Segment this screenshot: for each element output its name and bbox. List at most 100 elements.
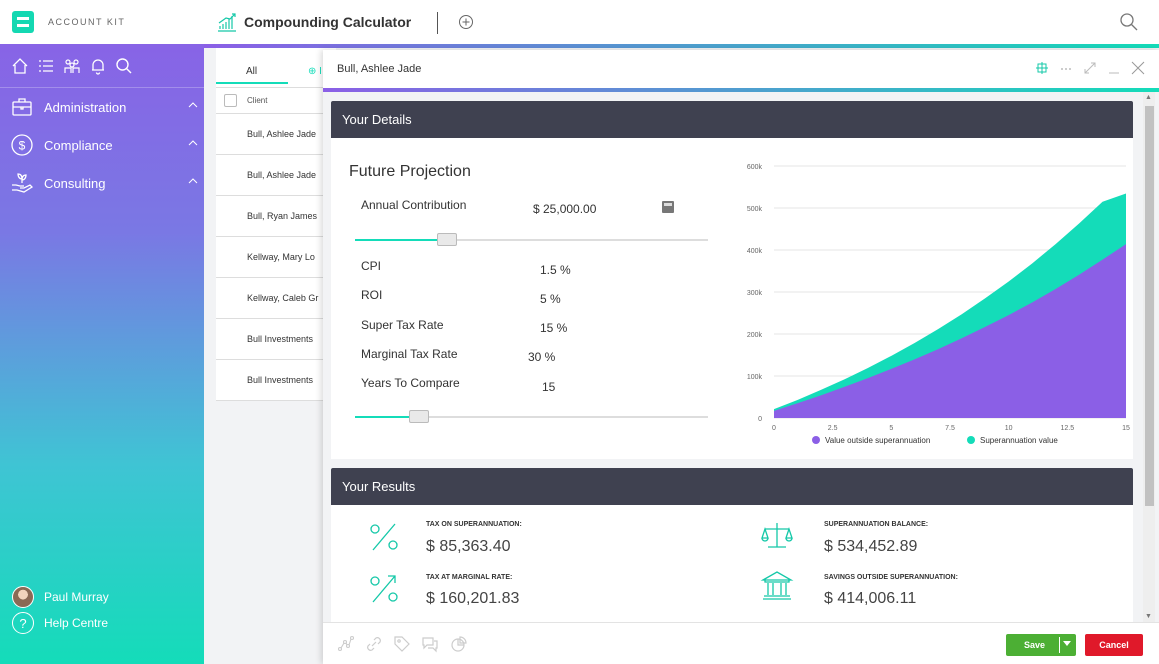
- modal-title: Bull, Ashlee Jade: [337, 63, 422, 75]
- scroll-thumb[interactable]: [1145, 106, 1154, 506]
- people-icon[interactable]: [62, 56, 82, 76]
- x-tick-label: 10: [1005, 425, 1013, 432]
- x-tick-label: 7.5: [945, 425, 955, 432]
- sidebar-item-consulting[interactable]: Consulting: [0, 164, 204, 202]
- tax-on-super-value: $ 85,363.40: [426, 538, 511, 555]
- chat-icon[interactable]: [421, 635, 439, 653]
- more-icon[interactable]: [1059, 61, 1073, 75]
- table-row[interactable]: Kellway, Caleb Gr: [216, 278, 336, 319]
- slider-fill: [355, 416, 419, 418]
- super-balance-label: SUPERANNUATION BALANCE:: [824, 521, 929, 528]
- save-button[interactable]: Save: [1006, 634, 1076, 656]
- client-list-tabs: All ⊕ I: [216, 48, 336, 88]
- marginal-tax-value[interactable]: 30 %: [528, 350, 556, 364]
- legend-marker: [812, 436, 820, 444]
- close-icon[interactable]: [1131, 61, 1145, 75]
- scroll-up-arrow[interactable]: ▲: [1145, 94, 1152, 101]
- chevron-up-icon[interactable]: [188, 100, 198, 110]
- series-area-0[interactable]: [774, 244, 1126, 418]
- table-row[interactable]: Bull Investments: [216, 360, 336, 401]
- search-icon[interactable]: [114, 56, 134, 76]
- tab-active-indicator: [216, 82, 288, 84]
- client-list-header: Client: [216, 88, 336, 114]
- super-tax-label: Super Tax Rate: [361, 318, 444, 332]
- sidebar-item-compliance[interactable]: $ Compliance: [0, 126, 204, 164]
- legend-label[interactable]: Superannuation value: [980, 436, 1058, 445]
- svg-text:$: $: [19, 139, 26, 153]
- search-icon[interactable]: [1119, 12, 1139, 32]
- header-accent-bar: [204, 44, 1159, 48]
- calculator-icon[interactable]: [662, 201, 674, 213]
- app-header: Compounding Calculator: [204, 0, 1159, 44]
- legend-marker: [967, 436, 975, 444]
- sidebar-item-label: Consulting: [44, 175, 106, 191]
- savings-outside-label: SAVINGS OUTSIDE SUPERANNUATION:: [824, 574, 958, 581]
- bell-icon[interactable]: [88, 56, 108, 76]
- pie-chart-icon[interactable]: [449, 635, 467, 653]
- save-dropdown-caret-icon[interactable]: [1063, 641, 1071, 646]
- user-profile[interactable]: Paul Murray: [0, 584, 204, 610]
- divider: [437, 12, 438, 34]
- chevron-up-icon[interactable]: [188, 138, 198, 148]
- years-slider[interactable]: [355, 410, 708, 423]
- table-row[interactable]: Bull, Ryan James: [216, 196, 336, 237]
- scrollbar[interactable]: ▲ ▼: [1143, 92, 1155, 622]
- home-icon[interactable]: [10, 56, 30, 76]
- modal-controls: [1035, 61, 1145, 75]
- chart-line-icon[interactable]: [337, 635, 355, 653]
- projection-chart: 0 100k 200k 300k 400k 500k 600k 0 2.5 5 7.5 10 12.5 1…: [747, 164, 1130, 445]
- roi-value[interactable]: 5 %: [540, 292, 561, 306]
- table-row[interactable]: Kellway, Mary Lo: [216, 237, 336, 278]
- super-tax-value[interactable]: 15 %: [540, 321, 568, 335]
- slider-fill: [355, 239, 447, 241]
- hand-plant-icon: [10, 171, 34, 195]
- link-icon[interactable]: [365, 635, 383, 653]
- y-tick-label: 100k: [747, 374, 763, 381]
- annual-contribution-value[interactable]: $ 25,000.00: [533, 202, 597, 216]
- details-card: Your Details Future Projection Annual Co…: [331, 101, 1133, 459]
- details-header: Your Details: [331, 101, 1133, 138]
- contribution-slider[interactable]: [355, 233, 708, 246]
- y-tick-label: 200k: [747, 332, 763, 339]
- cpi-value[interactable]: 1.5 %: [540, 263, 571, 277]
- pin-icon[interactable]: [1035, 61, 1049, 75]
- y-tick-label: 500k: [747, 206, 763, 213]
- user-name: Paul Murray: [44, 590, 109, 604]
- x-tick-label: 5: [889, 425, 893, 432]
- client-modal: Bull, Ashlee Jade Your Details Future Pr…: [323, 50, 1159, 664]
- tax-marginal-value: $ 160,201.83: [426, 590, 520, 607]
- slider-thumb[interactable]: [436, 233, 457, 246]
- slider-thumb[interactable]: [408, 410, 429, 423]
- table-row[interactable]: Bull, Ashlee Jade: [216, 114, 336, 155]
- list-icon[interactable]: [36, 56, 56, 76]
- cancel-button[interactable]: Cancel: [1085, 634, 1143, 656]
- table-row[interactable]: Bull, Ashlee Jade: [216, 155, 336, 196]
- minimize-icon[interactable]: [1107, 61, 1121, 75]
- legend-label[interactable]: Value outside superannuation: [825, 436, 930, 445]
- y-tick-label: 300k: [747, 290, 763, 297]
- modal-title-bar: Bull, Ashlee Jade: [323, 50, 1159, 88]
- tax-on-super-label: TAX ON SUPERANNUATION:: [426, 521, 522, 528]
- tag-icon[interactable]: [393, 635, 411, 653]
- briefcase-icon: [10, 95, 34, 119]
- avatar: [12, 586, 34, 608]
- results-card: Your Results TAX ON SUPERANNUATION: $ 85…: [331, 468, 1133, 622]
- tab-all[interactable]: All: [246, 66, 258, 77]
- column-client: Client: [247, 96, 268, 105]
- logo-icon[interactable]: [12, 11, 34, 33]
- expand-icon[interactable]: [1083, 61, 1097, 75]
- chevron-up-icon[interactable]: [188, 176, 198, 186]
- years-value[interactable]: 15: [542, 380, 556, 394]
- select-all-checkbox[interactable]: [224, 94, 237, 107]
- tab-add[interactable]: ⊕ I: [308, 66, 322, 77]
- sidebar: ACCOUNT KIT Administration $ Compliance …: [0, 0, 204, 664]
- add-tab-icon[interactable]: [458, 14, 474, 30]
- sidebar-item-label: Administration: [44, 99, 127, 115]
- scales-icon: [760, 519, 794, 553]
- scroll-down-arrow[interactable]: ▼: [1145, 613, 1152, 620]
- help-centre-link[interactable]: ? Help Centre: [0, 610, 204, 636]
- sidebar-item-administration[interactable]: Administration: [0, 88, 204, 126]
- results-header: Your Results: [331, 468, 1133, 505]
- table-row[interactable]: Bull Investments: [216, 319, 336, 360]
- help-icon: ?: [12, 612, 34, 634]
